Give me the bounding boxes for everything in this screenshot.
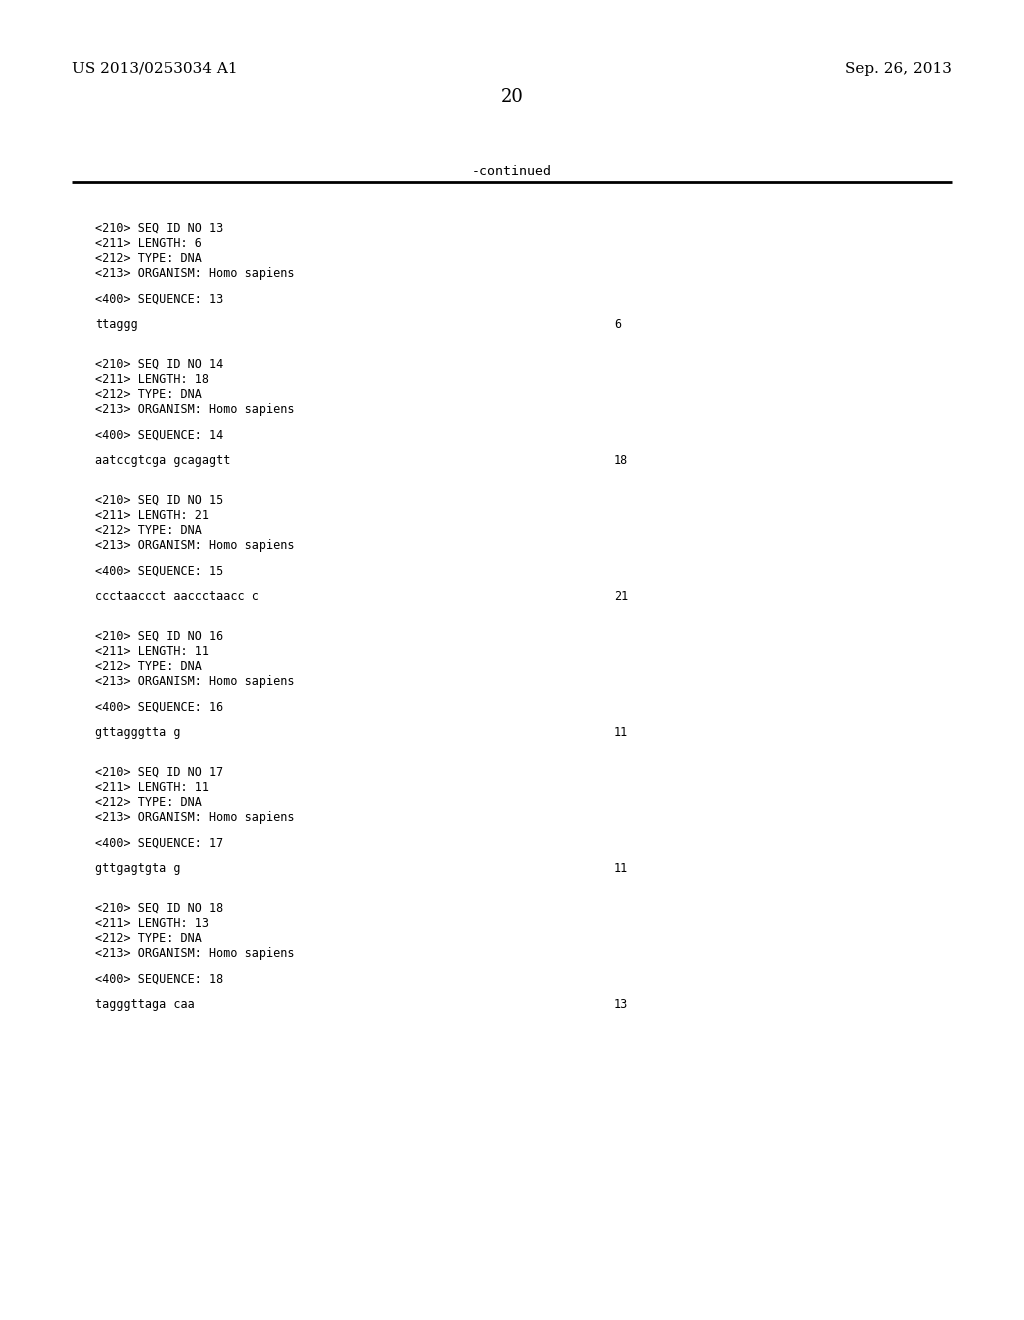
Text: <210> SEQ ID NO 13: <210> SEQ ID NO 13 bbox=[95, 222, 223, 235]
Text: 11: 11 bbox=[614, 862, 629, 875]
Text: <213> ORGANISM: Homo sapiens: <213> ORGANISM: Homo sapiens bbox=[95, 946, 295, 960]
Text: <210> SEQ ID NO 18: <210> SEQ ID NO 18 bbox=[95, 902, 223, 915]
Text: <210> SEQ ID NO 17: <210> SEQ ID NO 17 bbox=[95, 766, 223, 779]
Text: 18: 18 bbox=[614, 454, 629, 467]
Text: <210> SEQ ID NO 14: <210> SEQ ID NO 14 bbox=[95, 358, 223, 371]
Text: <213> ORGANISM: Homo sapiens: <213> ORGANISM: Homo sapiens bbox=[95, 267, 295, 280]
Text: <400> SEQUENCE: 18: <400> SEQUENCE: 18 bbox=[95, 973, 223, 986]
Text: <212> TYPE: DNA: <212> TYPE: DNA bbox=[95, 524, 202, 537]
Text: tagggttaga caa: tagggttaga caa bbox=[95, 998, 195, 1011]
Text: gttgagtgta g: gttgagtgta g bbox=[95, 862, 180, 875]
Text: gttagggtta g: gttagggtta g bbox=[95, 726, 180, 739]
Text: Sep. 26, 2013: Sep. 26, 2013 bbox=[845, 62, 952, 77]
Text: <400> SEQUENCE: 17: <400> SEQUENCE: 17 bbox=[95, 837, 223, 850]
Text: <210> SEQ ID NO 16: <210> SEQ ID NO 16 bbox=[95, 630, 223, 643]
Text: <213> ORGANISM: Homo sapiens: <213> ORGANISM: Homo sapiens bbox=[95, 539, 295, 552]
Text: aatccgtcga gcagagtt: aatccgtcga gcagagtt bbox=[95, 454, 230, 467]
Text: <211> LENGTH: 18: <211> LENGTH: 18 bbox=[95, 374, 209, 385]
Text: 6: 6 bbox=[614, 318, 622, 331]
Text: <400> SEQUENCE: 13: <400> SEQUENCE: 13 bbox=[95, 293, 223, 306]
Text: US 2013/0253034 A1: US 2013/0253034 A1 bbox=[72, 62, 238, 77]
Text: <213> ORGANISM: Homo sapiens: <213> ORGANISM: Homo sapiens bbox=[95, 675, 295, 688]
Text: <400> SEQUENCE: 16: <400> SEQUENCE: 16 bbox=[95, 701, 223, 714]
Text: ccctaaccct aaccctaacc c: ccctaaccct aaccctaacc c bbox=[95, 590, 259, 603]
Text: <212> TYPE: DNA: <212> TYPE: DNA bbox=[95, 660, 202, 673]
Text: 11: 11 bbox=[614, 726, 629, 739]
Text: <213> ORGANISM: Homo sapiens: <213> ORGANISM: Homo sapiens bbox=[95, 403, 295, 416]
Text: <211> LENGTH: 11: <211> LENGTH: 11 bbox=[95, 781, 209, 795]
Text: <211> LENGTH: 21: <211> LENGTH: 21 bbox=[95, 510, 209, 521]
Text: <212> TYPE: DNA: <212> TYPE: DNA bbox=[95, 388, 202, 401]
Text: <212> TYPE: DNA: <212> TYPE: DNA bbox=[95, 252, 202, 265]
Text: <211> LENGTH: 13: <211> LENGTH: 13 bbox=[95, 917, 209, 931]
Text: -continued: -continued bbox=[472, 165, 552, 178]
Text: <211> LENGTH: 11: <211> LENGTH: 11 bbox=[95, 645, 209, 657]
Text: <210> SEQ ID NO 15: <210> SEQ ID NO 15 bbox=[95, 494, 223, 507]
Text: <211> LENGTH: 6: <211> LENGTH: 6 bbox=[95, 238, 202, 249]
Text: <213> ORGANISM: Homo sapiens: <213> ORGANISM: Homo sapiens bbox=[95, 810, 295, 824]
Text: <400> SEQUENCE: 14: <400> SEQUENCE: 14 bbox=[95, 429, 223, 442]
Text: ttaggg: ttaggg bbox=[95, 318, 138, 331]
Text: 20: 20 bbox=[501, 88, 523, 106]
Text: 13: 13 bbox=[614, 998, 629, 1011]
Text: 21: 21 bbox=[614, 590, 629, 603]
Text: <212> TYPE: DNA: <212> TYPE: DNA bbox=[95, 932, 202, 945]
Text: <212> TYPE: DNA: <212> TYPE: DNA bbox=[95, 796, 202, 809]
Text: <400> SEQUENCE: 15: <400> SEQUENCE: 15 bbox=[95, 565, 223, 578]
